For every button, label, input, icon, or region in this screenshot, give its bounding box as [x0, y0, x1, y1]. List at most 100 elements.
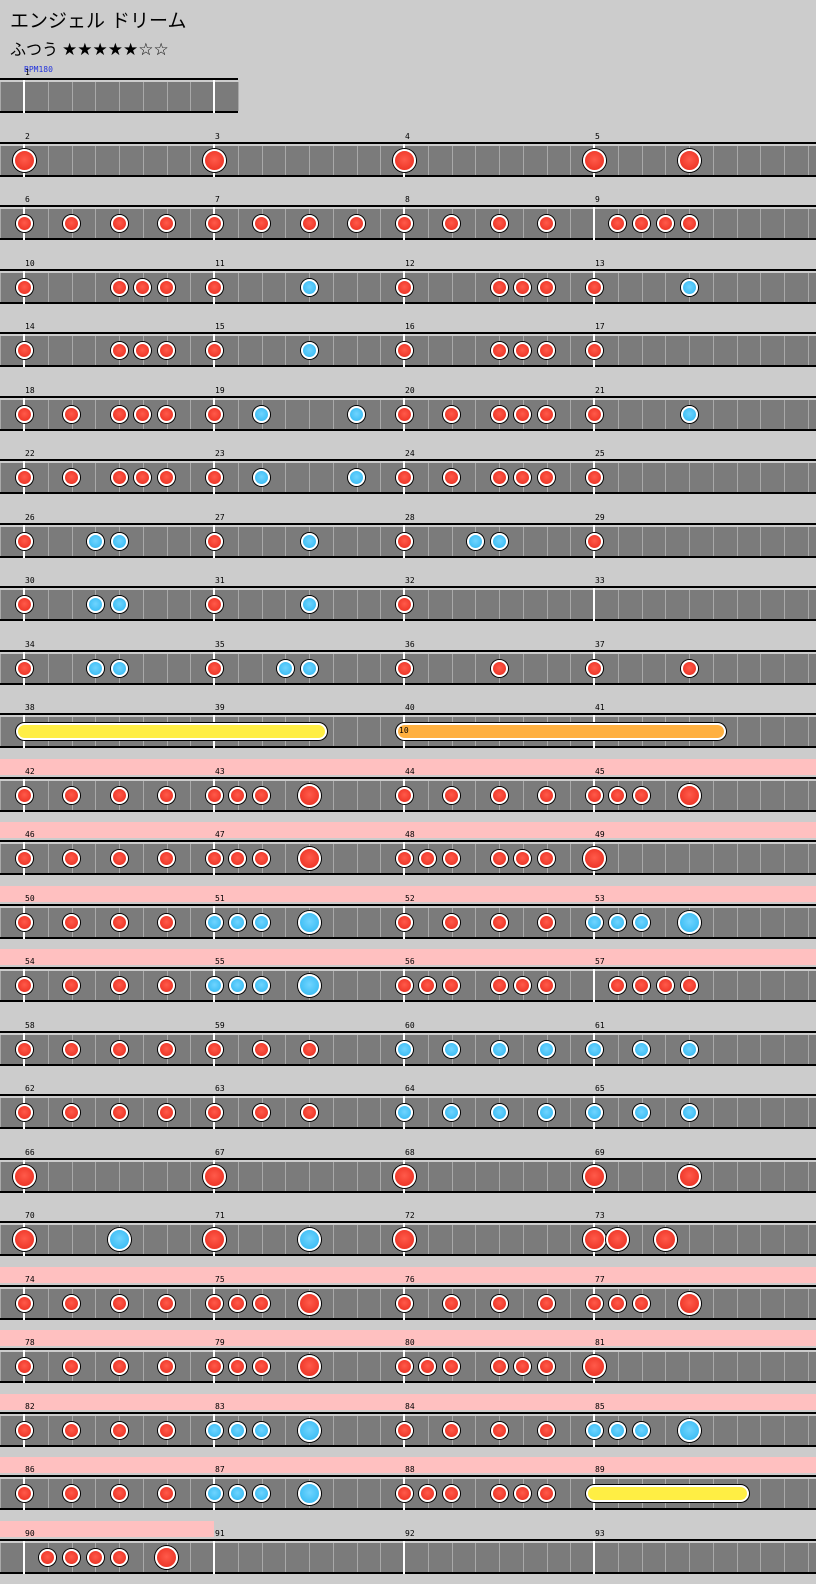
balloon-count: 10: [399, 726, 409, 735]
beat-line: [95, 463, 96, 492]
don-note: [253, 1358, 270, 1375]
measure-number: 80: [405, 1338, 415, 1347]
beat-line: [143, 1162, 144, 1191]
ka-note: [253, 406, 270, 423]
beat-line: [642, 654, 643, 683]
ka-note: [111, 533, 128, 550]
beat-line: [784, 1098, 785, 1127]
don-note: [16, 596, 33, 613]
beat-line: [143, 1225, 144, 1254]
ka-note: [348, 469, 365, 486]
beat-line: [428, 1035, 429, 1064]
beat-line: [452, 590, 453, 619]
beat-line: [760, 1035, 761, 1064]
beat-line: [95, 1162, 96, 1191]
beat-line: [72, 590, 73, 619]
beat-line: [665, 1035, 666, 1064]
beat-line: [760, 1479, 761, 1508]
bpm-label: BPM180: [24, 65, 53, 74]
beat-line: [760, 209, 761, 238]
beat-line: [665, 463, 666, 492]
beat-line: [333, 590, 334, 619]
beat-line: [238, 1035, 239, 1064]
don-note: [111, 1485, 128, 1502]
beat-line: [143, 527, 144, 556]
beat-line: [285, 908, 286, 937]
big-don-note: [155, 1546, 178, 1569]
difficulty-label: ふつう: [10, 40, 59, 59]
ka-note: [443, 1104, 460, 1121]
don-note: [63, 914, 80, 931]
measure-number: 52: [405, 894, 415, 903]
beat-line: [143, 1289, 144, 1318]
don-note: [158, 1104, 175, 1121]
beat-line: [547, 1225, 548, 1254]
don-note: [491, 787, 508, 804]
beat-line: [0, 781, 1, 810]
beat-line: [48, 1098, 49, 1127]
beat-line: [238, 336, 239, 365]
beat-line: [95, 1352, 96, 1381]
beat-line: [689, 527, 690, 556]
beat-line: [285, 146, 286, 175]
beat-line: [167, 590, 168, 619]
measure-number: 33: [595, 576, 605, 585]
beat-line: [0, 971, 1, 1000]
beat-line: [713, 400, 714, 429]
measure-number: 70: [25, 1211, 35, 1220]
don-note: [206, 660, 223, 677]
don-note: [111, 279, 128, 296]
beat-line: [737, 1289, 738, 1318]
beat-line: [689, 1225, 690, 1254]
don-note: [158, 977, 175, 994]
difficulty-stars: ★★★★★☆☆: [62, 40, 169, 60]
beat-line: [380, 209, 381, 238]
measure-number: 88: [405, 1465, 415, 1474]
measure-number: 32: [405, 576, 415, 585]
beat-line: [642, 463, 643, 492]
don-note: [16, 533, 33, 550]
beat-line: [665, 1289, 666, 1318]
row-top-line: [0, 142, 816, 144]
beat-line: [262, 146, 263, 175]
ka-note: [111, 596, 128, 613]
beat-line: [48, 1352, 49, 1381]
don-note: [443, 469, 460, 486]
measure-number: 61: [595, 1021, 605, 1030]
beat-line: [737, 781, 738, 810]
beat-line: [48, 146, 49, 175]
beat-line: [262, 590, 263, 619]
beat-line: [0, 527, 1, 556]
beat-line: [95, 1416, 96, 1445]
don-note: [443, 850, 460, 867]
don-note: [111, 977, 128, 994]
beat-line: [665, 400, 666, 429]
ka-note: [681, 1104, 698, 1121]
measure-number: 84: [405, 1402, 415, 1411]
row-bottom-line: [0, 1191, 816, 1193]
beat-line: [285, 844, 286, 873]
don-note: [158, 1485, 175, 1502]
beat-line: [475, 781, 476, 810]
beat-line: [737, 844, 738, 873]
beat-line: [570, 146, 571, 175]
beat-line: [285, 1416, 286, 1445]
beat-line: [95, 336, 96, 365]
big-don-note: [678, 784, 701, 807]
beat-line: [190, 844, 191, 873]
measure-number: 91: [215, 1529, 225, 1538]
beat-line: [380, 1352, 381, 1381]
row-top-line: [0, 1539, 816, 1541]
don-note: [111, 914, 128, 931]
beat-line: [333, 844, 334, 873]
gogo-section: [0, 1521, 214, 1537]
don-note: [586, 660, 603, 677]
don-note: [657, 977, 674, 994]
beat-line: [238, 1098, 239, 1127]
row-top-line: [0, 205, 816, 207]
beat-line: [475, 971, 476, 1000]
measure-number: 45: [595, 767, 605, 776]
don-note: [586, 787, 603, 804]
row-top-line: [0, 777, 816, 779]
beat-line: [475, 1416, 476, 1445]
